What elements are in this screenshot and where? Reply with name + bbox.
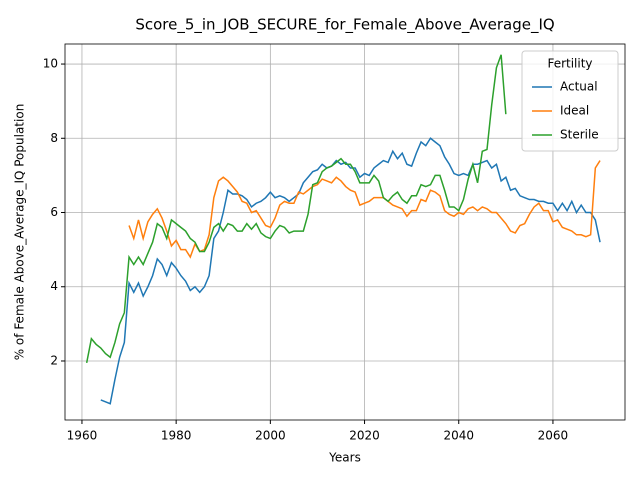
- line-series: [85, 54, 507, 363]
- x-tick-label: 2020: [349, 429, 380, 443]
- legend-title: Fertility: [547, 57, 592, 71]
- x-tick-label: 2060: [538, 429, 569, 443]
- x-tick-label: 1980: [161, 429, 192, 443]
- y-axis-label: % of Female Above_Average_IQ Population: [13, 104, 27, 361]
- x-tick-label: 2040: [443, 429, 474, 443]
- legend-label: Sterile: [560, 128, 599, 142]
- legend-label: Ideal: [560, 104, 589, 118]
- line-series: [128, 160, 601, 259]
- y-tick-label: 6: [50, 205, 58, 219]
- x-tick-label: 1960: [67, 429, 98, 443]
- y-tick-label: 2: [50, 353, 58, 367]
- x-tick-label: 2000: [255, 429, 286, 443]
- plot-frame: [64, 43, 626, 421]
- y-tick-label: 10: [43, 57, 58, 71]
- legend-label: Actual: [560, 80, 598, 94]
- y-tick-label: 8: [50, 131, 58, 145]
- legend-box: [521, 50, 619, 152]
- y-tick-label: 4: [50, 279, 58, 293]
- x-axis-label: Years: [328, 451, 361, 465]
- line-series: [100, 137, 601, 405]
- chart-title: Score_5_in_JOB_SECURE_for_Female_Above_A…: [135, 16, 554, 35]
